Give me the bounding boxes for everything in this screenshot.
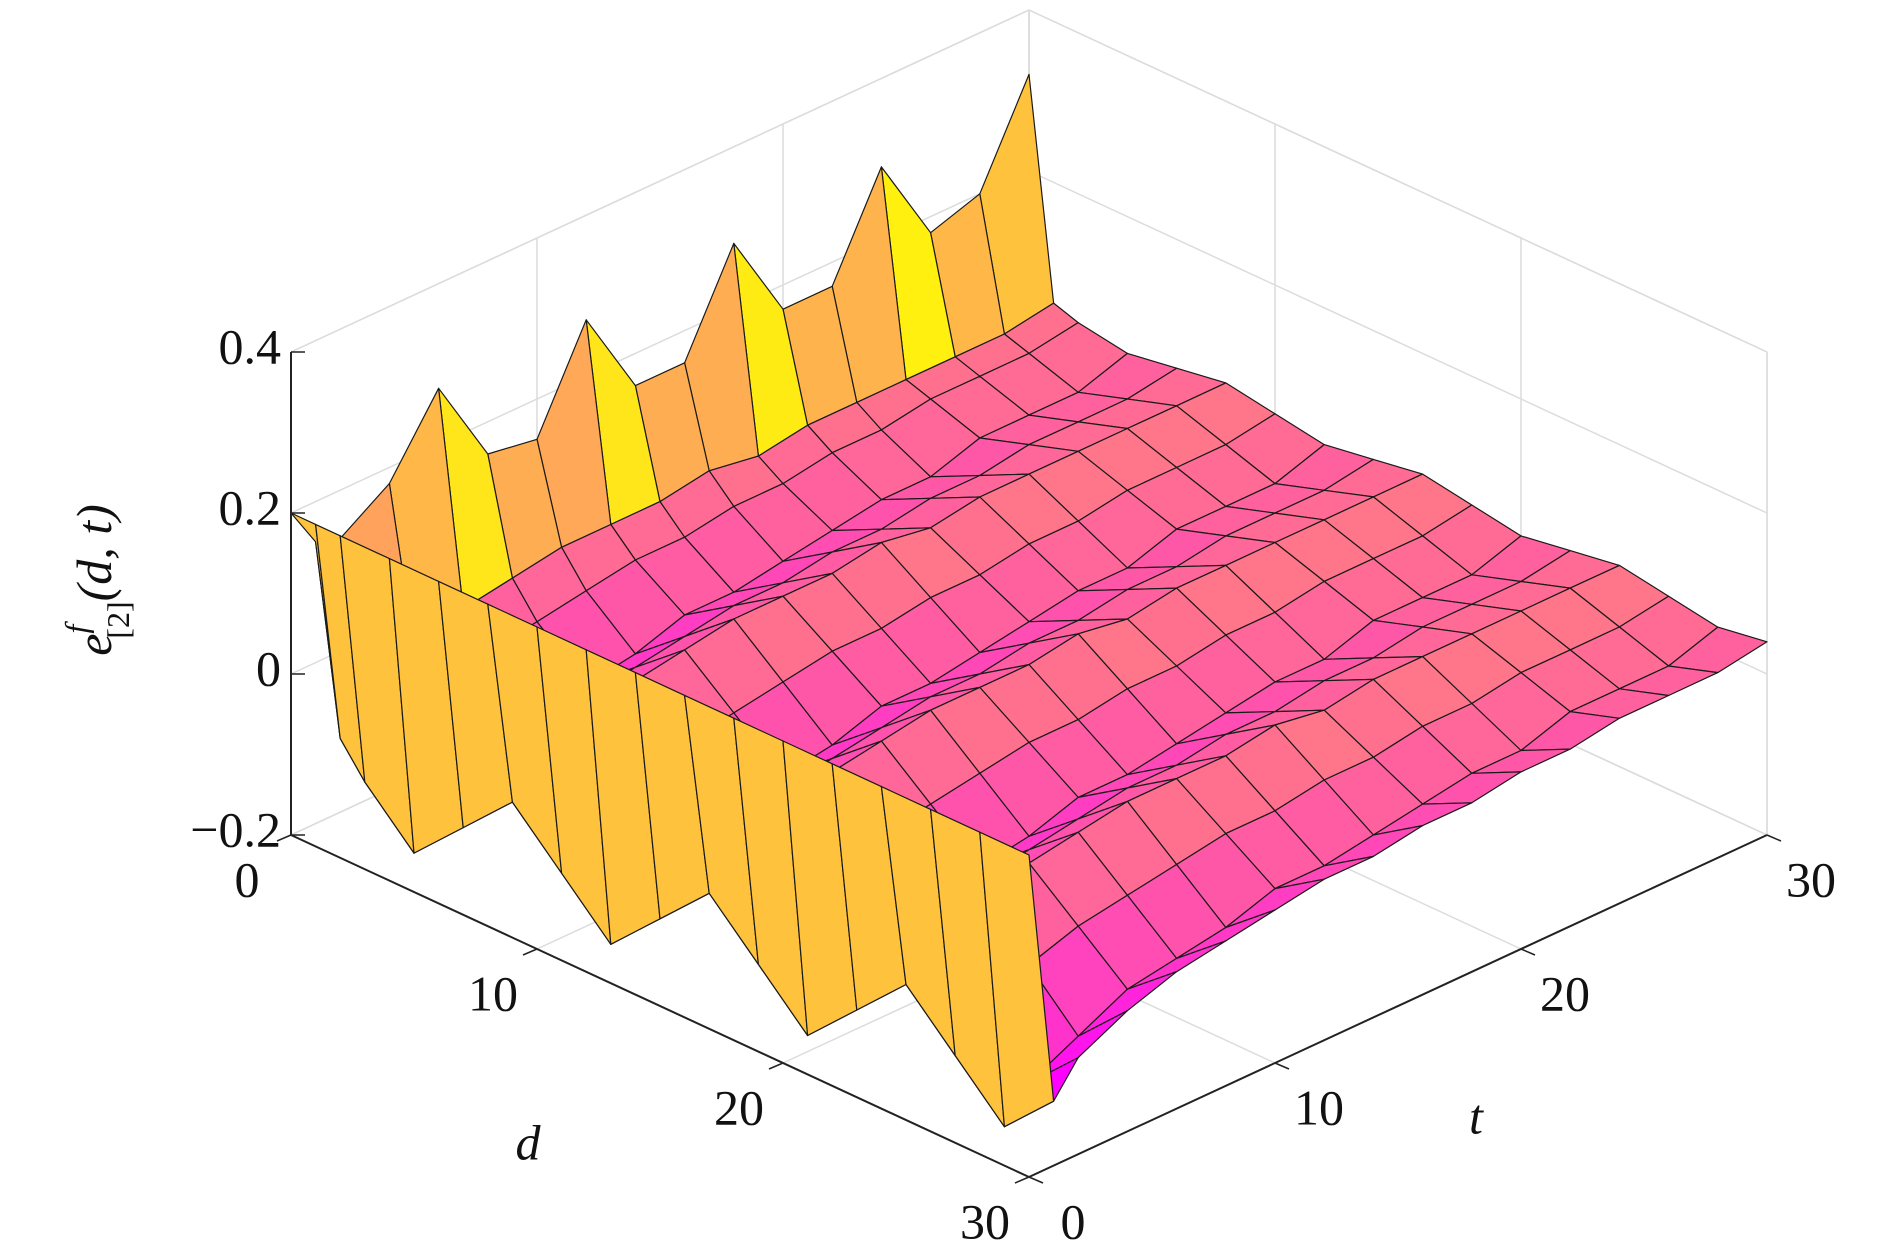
z-label-base: e	[66, 634, 122, 656]
z-label-args: (d, t)	[66, 504, 122, 601]
tick-mark	[522, 948, 538, 956]
grid-line	[1028, 9, 1768, 353]
x-tick-label: 20	[714, 1079, 764, 1135]
grid-line	[1028, 170, 1768, 514]
x-tick-label: 10	[468, 965, 518, 1021]
surface-face	[979, 831, 1055, 1128]
axis-line	[290, 834, 1030, 1178]
y-axis-label: t	[1469, 1088, 1484, 1144]
surface	[290, 73, 1768, 1128]
tick-mark	[1766, 834, 1782, 842]
tick-mark	[768, 1062, 784, 1070]
grid-line	[290, 9, 1030, 353]
x-tick-label: 30	[960, 1193, 1010, 1249]
z-tick-label: −0.2	[190, 801, 281, 857]
y-tick-label: 0	[1061, 1193, 1086, 1249]
tick-mark	[1028, 1176, 1044, 1184]
x-tick-label: 0	[235, 851, 260, 907]
z-tick-label: 0.4	[219, 318, 282, 374]
y-tick-label: 30	[1786, 851, 1836, 907]
z-tick-label: 0.2	[219, 479, 282, 535]
tick-mark	[276, 834, 292, 842]
tick-mark	[1274, 1062, 1290, 1070]
tick-mark	[1014, 1176, 1030, 1184]
x-axis-label: d	[516, 1114, 542, 1170]
y-tick-label: 20	[1540, 965, 1590, 1021]
tick-mark	[1520, 948, 1536, 956]
z-label-sup: f	[58, 621, 94, 634]
y-tick-label: 10	[1294, 1079, 1344, 1135]
z-tick-label: 0	[256, 640, 281, 696]
z-axis-label: ef [2](d, t)	[58, 504, 136, 656]
axis-line	[1028, 834, 1768, 1178]
z-label-sub: [2]	[100, 601, 136, 638]
